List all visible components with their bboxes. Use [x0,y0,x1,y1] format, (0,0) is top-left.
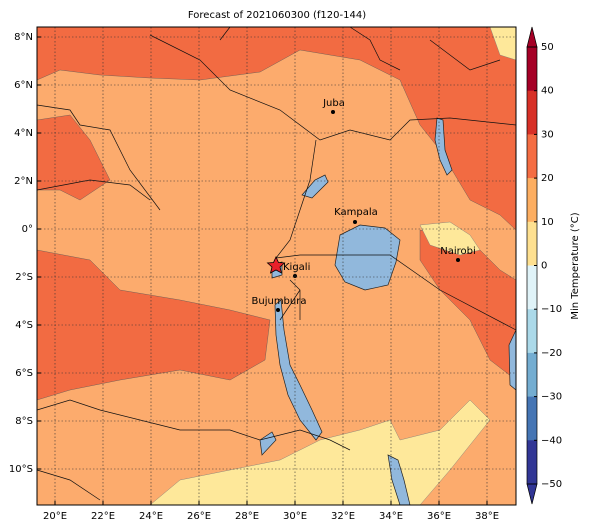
lon-label: 30°E [283,511,307,522]
colorbar-tick-label: 10 [541,217,554,228]
title: Forecast of 2021060300 (f120-144) [188,10,366,21]
colorbar-bin [527,178,537,223]
lon-label: 32°E [331,511,355,522]
colorbar-tick-label: −20 [541,348,562,359]
city-dot [353,220,357,224]
lon-label: 20°E [43,511,67,522]
cool-region [149,399,491,506]
colorbar-tick-label: 20 [541,173,554,184]
city-dot [331,110,335,114]
lat-label: 4°S [15,320,33,331]
colorbar-bin [527,134,537,179]
lat-label: 0° [22,224,33,235]
lon-label: 34°E [379,511,403,522]
graticule: 8°N 6°N 4°N 2°N 0° 2°S 4°S 6°S 8°S 10°S 20°E 22°E 24… [9,27,516,522]
lat-label: 10°S [9,464,33,475]
city-label: Bujumbura [252,296,307,307]
lake-tanganyika [274,299,323,441]
colorbar: 50 40 30 20 10 0 −10 −20 −30 −40 −50 [526,26,562,505]
lake-victoria [334,224,401,291]
colorbar-bin [527,440,537,485]
colorbar-bin [527,47,537,92]
colorbar-bin [527,221,537,266]
colorbar-tick-label: −50 [541,479,562,490]
colorbar-bin [527,352,537,398]
colorbar-bin [527,90,537,135]
lon-label: 38°E [475,511,499,522]
city-dot [456,258,460,262]
city-dot [276,308,280,312]
colorbar-bin [527,309,537,354]
colorbar-tick-label: −30 [541,392,562,403]
lon-label: 22°E [91,511,115,522]
cool-region [419,221,481,256]
colorbar-tick-label: 50 [541,42,554,53]
lon-label: 26°E [187,511,211,522]
colorbar-extend [526,483,538,505]
lon-label: 36°E [427,511,451,522]
lat-label: 2°N [14,176,33,187]
city-label: Kigali [283,262,310,273]
lon-label: 24°E [139,511,163,522]
lat-label: 2°S [15,272,33,283]
colorbar-label: Min Temperature (°C) [570,212,581,319]
country-borders [36,26,517,501]
city-label: Juba [322,98,345,109]
colorbar-tick-label: 0 [541,261,547,272]
lat-label: 6°N [14,80,33,91]
city-label: Nairobi [440,246,476,257]
colorbar-tick-label: 30 [541,129,554,140]
lat-label: 6°S [15,368,33,379]
map-frame [36,26,517,506]
colorbar-bin [527,396,537,441]
lat-label: 8°N [14,32,33,43]
colorbar-tick-label: −10 [541,304,562,315]
colorbar-bin [527,265,537,310]
lat-label: 4°N [14,128,33,139]
colorbar-tick-label: −40 [541,435,562,446]
colorbar-extend [526,26,538,48]
lake-mweru [259,431,277,456]
location-star [266,256,286,274]
city-label: Kampala [334,207,378,218]
warm-region [36,26,517,231]
lon-label: 28°E [235,511,259,522]
lat-label: 8°S [15,416,33,427]
colorbar-tick-label: 40 [541,86,554,97]
